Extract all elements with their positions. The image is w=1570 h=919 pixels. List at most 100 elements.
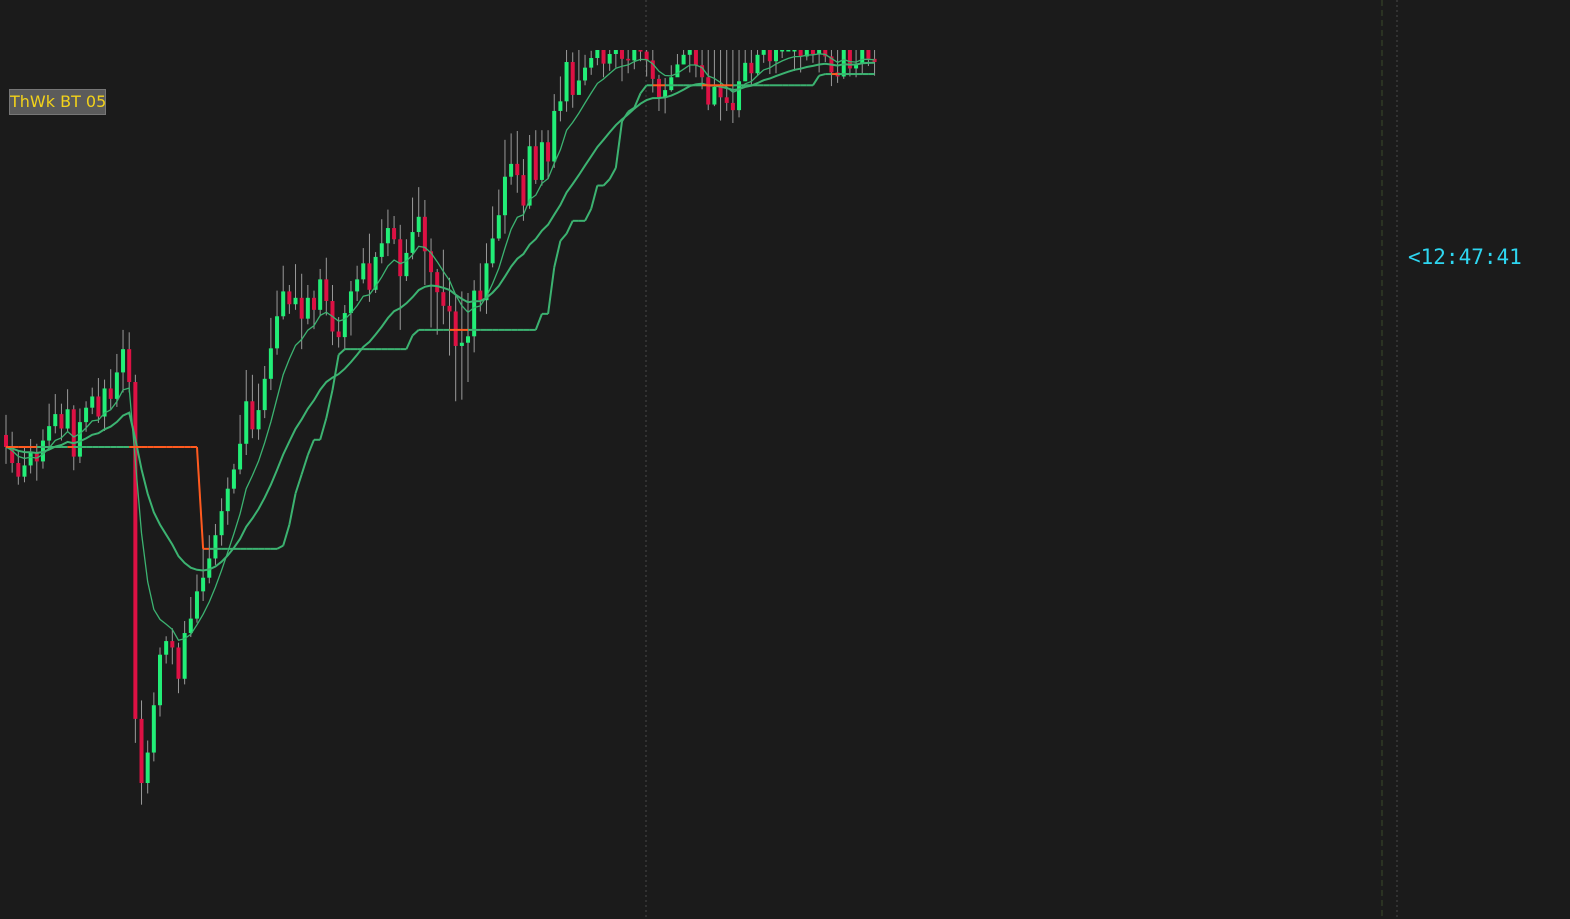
candle-up [257, 410, 261, 429]
candle-up [349, 291, 353, 313]
candle-up [792, 50, 796, 52]
candle-down [312, 298, 316, 310]
candle-up [220, 511, 224, 535]
candle-down [620, 50, 624, 59]
trailing-stop-segment [819, 74, 825, 76]
candle-up [558, 101, 562, 111]
candle-down [287, 291, 291, 304]
trailing-stop-segment [567, 221, 573, 234]
candle-down [59, 414, 63, 428]
candle-up [361, 263, 365, 279]
candle-down [109, 388, 113, 398]
candle-down [170, 641, 174, 647]
candle-up [774, 50, 778, 61]
candle-up [780, 50, 784, 52]
candle-up [158, 655, 162, 706]
trailing-stop-segment [277, 546, 283, 549]
candle-up [195, 591, 199, 618]
trailing-stop-segment [585, 209, 591, 221]
trailing-stop-segment [640, 85, 646, 93]
candle-down [337, 332, 341, 338]
candle-up [201, 578, 205, 592]
trailing-stop-segment [326, 390, 332, 418]
candle-down [749, 63, 753, 73]
candle-up [743, 63, 747, 81]
candle-up [528, 146, 532, 205]
candle-down [811, 50, 815, 54]
candle-up [491, 238, 495, 263]
trailing-stop-segment [536, 314, 542, 330]
candle-up [146, 753, 150, 783]
candle-up [577, 80, 581, 94]
candle-down [72, 409, 76, 456]
trailing-stop-segment [591, 186, 597, 209]
candle-up [189, 619, 193, 633]
candle-up [78, 422, 82, 456]
candle-up [712, 87, 716, 105]
candle-up [47, 426, 51, 440]
candle-up [756, 55, 760, 73]
candle-up [164, 641, 168, 655]
candle-up [583, 68, 587, 81]
candle-down [435, 272, 439, 292]
trailing-stop-segment [332, 355, 338, 390]
candle-down [602, 50, 606, 64]
candle-down [768, 50, 772, 61]
candle-down [706, 77, 710, 104]
trailing-stop-segment [413, 330, 419, 336]
candle-up [53, 414, 57, 426]
candle-up [343, 313, 347, 337]
candle-down [521, 175, 525, 205]
candle-down [423, 217, 427, 251]
candle-up [115, 372, 119, 398]
candle-up [614, 50, 618, 54]
candle-up [294, 298, 298, 304]
candle-up [152, 705, 156, 752]
candle-up [380, 243, 384, 257]
candle-down [694, 50, 698, 65]
candle-up [860, 50, 864, 64]
trailing-stop-segment [813, 76, 819, 86]
candle-down [300, 298, 304, 319]
candle-up [306, 298, 310, 319]
candle-down [140, 719, 144, 783]
trailing-stop-segment [610, 168, 616, 179]
candle-down [478, 291, 482, 301]
trailing-stop-segment [406, 336, 412, 350]
candle-down [657, 79, 661, 97]
candle-up [226, 489, 230, 511]
candle-down [546, 142, 550, 161]
trailing-stop-segment [339, 349, 345, 355]
candle-up [565, 62, 569, 101]
candle-up [675, 64, 679, 77]
candle-down [250, 401, 254, 429]
candle-up [29, 453, 33, 466]
candle-up [244, 401, 248, 444]
trailing-stop-segment [289, 494, 295, 525]
candle-up [84, 408, 88, 422]
candle-up [460, 343, 464, 346]
trailing-stop-segment [308, 440, 314, 455]
candle-up [417, 217, 421, 232]
candle-down [367, 263, 371, 289]
candle-up [355, 279, 359, 291]
trailing-stop-segment [548, 267, 554, 314]
candle-down [848, 50, 852, 68]
candle-up [281, 291, 285, 316]
candle-up [552, 111, 556, 162]
candle-down [324, 279, 328, 301]
candle-up [238, 444, 242, 470]
candle-down [176, 647, 180, 678]
candle-up [688, 50, 692, 55]
candle-up [503, 177, 507, 215]
candle-down [571, 62, 575, 95]
candle-up [589, 58, 593, 68]
candle-up [275, 316, 279, 348]
candle-up [22, 465, 26, 476]
trailing-stop-segment [296, 474, 302, 493]
candle-up [269, 348, 273, 378]
trailing-stop-segment [604, 179, 610, 185]
candle-up [682, 55, 686, 65]
candle-up [404, 253, 408, 276]
